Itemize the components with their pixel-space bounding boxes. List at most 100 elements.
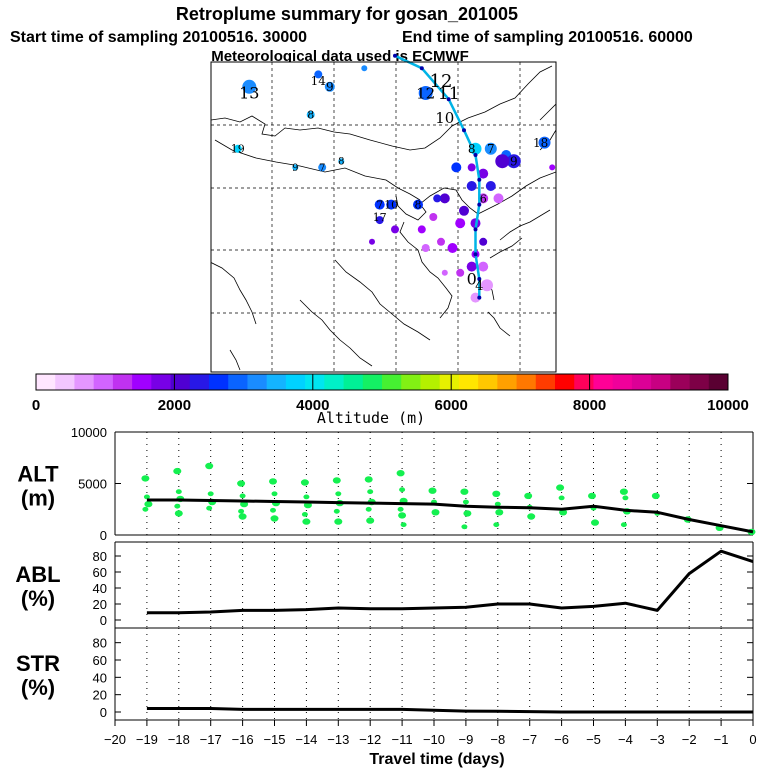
day-label: 8 — [307, 109, 314, 122]
x-tick-label: −17 — [200, 732, 222, 747]
altitude-point — [302, 518, 311, 525]
retroplume-dot — [292, 164, 299, 171]
y-tick-label: 0 — [100, 528, 107, 543]
day-label: 13 — [239, 84, 259, 103]
altitude-point — [591, 519, 599, 526]
colorbar-tick-label: 8000 — [573, 397, 606, 414]
colorbar-swatch — [266, 374, 287, 390]
x-tick-label: −5 — [586, 732, 601, 747]
retroplume-dot — [421, 244, 430, 252]
day-label: 8 — [468, 142, 476, 156]
colorbar-swatch — [112, 374, 133, 390]
colorbar-swatch — [458, 374, 479, 390]
retroplume-dot — [391, 225, 399, 234]
altitude-point — [206, 505, 213, 511]
trajectory-position-marker — [473, 252, 478, 257]
y-tick-label: 20 — [93, 688, 107, 703]
retroplume-dot — [361, 65, 368, 72]
x-tick-label: 0 — [749, 732, 756, 747]
day-label: 18 — [533, 136, 548, 150]
colorbar-swatch — [612, 374, 633, 390]
retroplume-dot — [478, 168, 489, 179]
trajectory-position-marker — [419, 66, 424, 71]
trajectory-position-marker — [473, 153, 478, 157]
y-tick-label: 0 — [100, 705, 107, 720]
altitude-point — [494, 501, 501, 507]
retroplume-dot — [447, 243, 458, 253]
trajectory-position-marker — [477, 177, 482, 182]
panel-alt: 0 5000 10000 ALT(m) — [17, 425, 756, 543]
retroplume-dot — [549, 164, 556, 171]
retroplume-dot — [324, 81, 335, 92]
colorbar-tick-label: 4000 — [296, 397, 329, 414]
colorbar-swatch — [382, 374, 402, 390]
panel-unit-label: (%) — [21, 675, 55, 700]
retroplume-dot — [485, 181, 496, 191]
altitude-point — [588, 492, 596, 500]
day-label: 10 — [435, 109, 454, 127]
altitude-point — [495, 509, 504, 516]
altitude-point — [365, 506, 372, 512]
retroplume-dot — [478, 193, 489, 204]
altitude-point — [619, 488, 628, 495]
retroplume-dot — [242, 79, 257, 94]
x-tick-label: −2 — [682, 732, 697, 747]
altitude-point — [144, 500, 153, 508]
altitude-point — [238, 508, 245, 514]
y-tick-label: 5000 — [78, 477, 107, 492]
x-tick-label: −20 — [104, 732, 126, 747]
colorbar-swatch — [36, 374, 56, 390]
retroplume-dot — [479, 237, 488, 246]
panel-label: STR — [16, 651, 60, 676]
colorbar-swatch — [574, 374, 594, 390]
altitude-point — [396, 470, 405, 477]
colorbar-swatch — [305, 374, 325, 390]
abl-mean-line — [146, 549, 754, 615]
retroplume-dot — [417, 225, 426, 234]
panel-label: ALT — [17, 462, 59, 487]
retroplume-dot — [369, 238, 375, 245]
colorbar-swatch — [535, 374, 556, 390]
colorbar-swatch — [555, 374, 575, 390]
day-label: 12 — [430, 71, 453, 92]
colorbar-swatch — [132, 374, 152, 390]
retroplume-dot — [433, 194, 442, 203]
colorbar-swatch — [324, 374, 344, 390]
altitude-point — [364, 476, 373, 483]
altitude-point — [431, 509, 440, 516]
retroplume-dot — [386, 199, 397, 210]
colorbar-swatch — [74, 374, 95, 390]
day-label: 7 — [487, 142, 495, 156]
x-tick-label: −13 — [327, 732, 349, 747]
colorbar-ticks: 0 2000 4000 6000 8000 10000 — [32, 374, 749, 414]
day-label: 9 — [510, 154, 518, 168]
altitude-point — [334, 518, 343, 525]
x-tick-label: −18 — [168, 732, 190, 747]
day-label: 9 — [326, 80, 334, 94]
retroplume-dot — [318, 163, 327, 172]
retroplume-dot — [374, 199, 385, 210]
day-label: 19 — [231, 143, 245, 156]
altitude-point — [238, 513, 247, 520]
x-tick-label: −19 — [136, 732, 158, 747]
altitude-point — [651, 492, 660, 500]
altitude-point — [461, 524, 468, 530]
day-label: 12 — [416, 84, 435, 102]
colorbar-tick-label: 6000 — [435, 397, 468, 414]
x-tick-label: −11 — [392, 732, 413, 747]
y-tick-label: 10000 — [71, 425, 107, 440]
altitude-point — [301, 512, 308, 517]
day-label: 8 — [338, 157, 344, 168]
retroplume-dot — [418, 86, 433, 100]
x-tick-label: −14 — [295, 732, 317, 747]
colorbar-swatch — [631, 374, 652, 390]
figure-title: Retroplume summary for gosan_201005 — [176, 4, 518, 24]
colorbar-swatch — [93, 374, 114, 390]
day-label: 9 — [292, 163, 298, 174]
colorbar-tick-label: 0 — [32, 397, 40, 414]
colorbar-swatch — [209, 374, 229, 390]
colorbar-swatch — [228, 374, 248, 390]
day-label: 8 — [415, 198, 422, 211]
retroplume-dot — [459, 205, 469, 216]
